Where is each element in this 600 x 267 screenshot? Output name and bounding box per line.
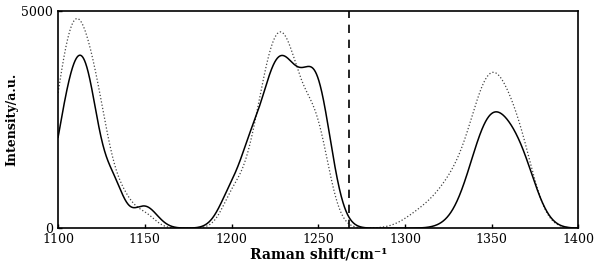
Y-axis label: Intensity/a.u.: Intensity/a.u. (5, 73, 19, 166)
X-axis label: Raman shift/cm⁻¹: Raman shift/cm⁻¹ (250, 248, 387, 261)
